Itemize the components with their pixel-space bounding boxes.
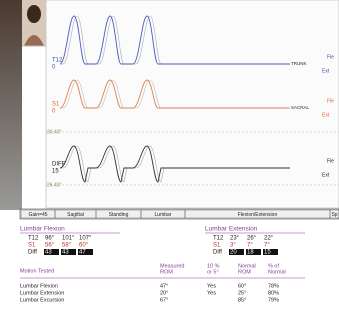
- block-cell: 26°: [247, 236, 257, 242]
- block-cell: 18: [247, 250, 254, 256]
- block-cell: 56°: [45, 243, 55, 249]
- table-cell: Yes: [207, 283, 216, 289]
- block-cell: S1: [28, 243, 36, 249]
- block-cell: 58°: [62, 243, 72, 249]
- marker-label: 30.40°: [47, 129, 62, 135]
- block-cell: T12: [213, 236, 224, 242]
- toolbar-label: Flexion/Extension: [238, 212, 278, 218]
- table-cell: 60°: [238, 283, 246, 289]
- toolbar-label: Sagittal: [67, 212, 84, 218]
- table-cell: 25°: [238, 290, 246, 296]
- table-header: Motion Tested: [20, 268, 54, 274]
- table-cell: 67°: [160, 297, 168, 303]
- channel-name: SACRAL: [291, 105, 310, 110]
- block-cell: T12: [28, 236, 39, 242]
- block-cell: 7°: [264, 243, 270, 249]
- block-cell: 7°: [247, 243, 253, 249]
- block-cell: 22°: [264, 236, 274, 242]
- flex-label: Fle: [327, 54, 334, 60]
- toolbar-label: Lumbar: [155, 212, 172, 218]
- table-cell: Lumbar Excursion: [20, 297, 64, 303]
- block-title: Lumbar Flexion: [20, 226, 65, 233]
- ext-label: Ext: [322, 172, 330, 178]
- table-cell: 85°: [238, 297, 246, 303]
- block-cell: 101°: [62, 236, 75, 242]
- channel-label: T12: [52, 58, 63, 64]
- block-cell: 3°: [230, 243, 236, 249]
- block-cell: 107°: [79, 236, 92, 242]
- table-header: or 5°: [207, 269, 219, 275]
- block-cell: 60°: [79, 243, 89, 249]
- waveform-panel: [46, 0, 339, 208]
- flex-label: Fle: [327, 158, 334, 164]
- table-header: ROM: [160, 269, 173, 275]
- table-cell: 78%: [268, 283, 279, 289]
- photo-head: [27, 5, 41, 23]
- channel-label: DIFF: [52, 162, 66, 168]
- block-cell: 15: [264, 250, 271, 256]
- block-cell: 43: [62, 250, 69, 256]
- table-cell: 80%: [268, 290, 279, 296]
- table-cell: 79%: [268, 297, 279, 303]
- block-cell: Diff: [213, 250, 222, 256]
- toolbar-label: Standing: [109, 212, 129, 218]
- table-cell: Lumbar Flexion: [20, 283, 58, 289]
- channel-name: TRUNK: [291, 61, 307, 66]
- photo-strip: [0, 0, 22, 210]
- block-cell: 47: [79, 250, 86, 256]
- block-cell: 23°: [230, 236, 240, 242]
- screen: T120TRUNKFleExtS10SACRALFleExtDIFF15FleE…: [0, 0, 339, 317]
- table-cell: Yes: [207, 290, 216, 296]
- toolbar-label: Gain=45: [28, 212, 47, 218]
- marker-label: 26.40°: [47, 182, 62, 188]
- ext-label: Ext: [322, 68, 330, 74]
- block-title: Lumbar Extension: [205, 226, 258, 233]
- channel-zero: 15: [52, 169, 59, 175]
- flex-label: Fle: [327, 98, 334, 104]
- block-cell: 43: [45, 250, 52, 256]
- table-header: Normal: [268, 269, 286, 275]
- table-cell: 20°: [160, 290, 168, 296]
- block-cell: S1: [213, 243, 221, 249]
- block-cell: 96°: [45, 236, 55, 242]
- toolbar-label: Sp: [331, 212, 337, 218]
- block-cell: 20: [230, 250, 237, 256]
- ext-label: Ext: [322, 112, 330, 118]
- table-header: ROM: [238, 269, 251, 275]
- table-cell: 47°: [160, 283, 168, 289]
- table-cell: Lumbar Extension: [20, 290, 64, 296]
- block-cell: Diff: [28, 250, 37, 256]
- channel-label: S1: [52, 102, 60, 108]
